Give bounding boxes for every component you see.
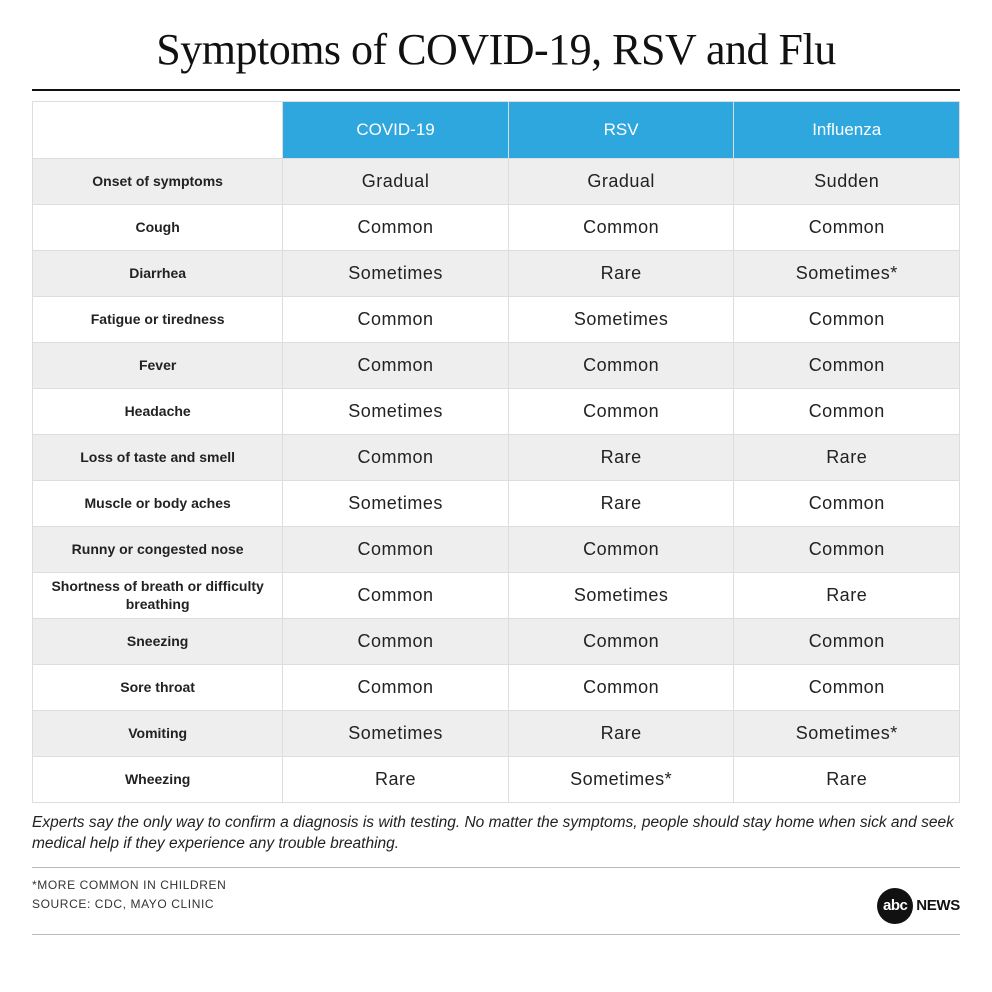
symptom-value: Sometimes xyxy=(283,711,509,757)
symptom-value: Common xyxy=(508,205,734,251)
symptom-label: Muscle or body aches xyxy=(33,481,283,527)
symptom-value: Common xyxy=(283,435,509,481)
logo-text: NEWS xyxy=(916,897,960,914)
table-header-row: COVID-19 RSV Influenza xyxy=(33,102,960,159)
symptom-value: Common xyxy=(734,343,960,389)
symptom-value: Rare xyxy=(734,573,960,619)
symptom-value: Common xyxy=(283,665,509,711)
symptoms-table: COVID-19 RSV Influenza Onset of symptoms… xyxy=(32,101,960,803)
symptom-value: Common xyxy=(508,619,734,665)
symptom-label: Runny or congested nose xyxy=(33,527,283,573)
symptom-value: Common xyxy=(508,343,734,389)
symptom-value: Sometimes xyxy=(508,573,734,619)
table-row: Shortness of breath or difficulty breath… xyxy=(33,573,960,619)
symptom-value: Sometimes xyxy=(283,251,509,297)
symptom-label: Cough xyxy=(33,205,283,251)
symptom-value: Common xyxy=(283,343,509,389)
symptom-value: Rare xyxy=(508,711,734,757)
table-row: Fatigue or tirednessCommonSometimesCommo… xyxy=(33,297,960,343)
symptom-value: Sometimes xyxy=(283,481,509,527)
symptom-value: Common xyxy=(734,389,960,435)
symptom-label: Fever xyxy=(33,343,283,389)
symptom-value: Common xyxy=(734,205,960,251)
table-row: Onset of symptomsGradualGradualSudden xyxy=(33,159,960,205)
table-row: WheezingRareSometimes*Rare xyxy=(33,757,960,803)
symptom-value: Common xyxy=(508,389,734,435)
symptom-value: Common xyxy=(283,205,509,251)
header-blank xyxy=(33,102,283,159)
symptom-label: Sore throat xyxy=(33,665,283,711)
symptom-label: Diarrhea xyxy=(33,251,283,297)
symptom-value: Common xyxy=(283,619,509,665)
symptom-value: Rare xyxy=(508,435,734,481)
abc-news-logo: abc NEWS xyxy=(877,876,960,924)
advisory-note: Experts say the only way to confirm a di… xyxy=(32,813,960,868)
symptom-value: Sudden xyxy=(734,159,960,205)
logo-circle: abc xyxy=(877,888,913,924)
symptom-value: Gradual xyxy=(283,159,509,205)
asterisk-note: *MORE COMMON IN CHILDREN xyxy=(32,876,226,895)
symptom-value: Sometimes* xyxy=(734,251,960,297)
symptom-value: Common xyxy=(734,619,960,665)
symptom-value: Rare xyxy=(508,251,734,297)
symptom-value: Common xyxy=(283,573,509,619)
symptom-value: Common xyxy=(283,297,509,343)
footer-left: *MORE COMMON IN CHILDREN SOURCE: CDC, MA… xyxy=(32,876,226,914)
table-row: FeverCommonCommonCommon xyxy=(33,343,960,389)
table-row: VomitingSometimesRareSometimes* xyxy=(33,711,960,757)
symptom-label: Sneezing xyxy=(33,619,283,665)
symptom-value: Common xyxy=(283,527,509,573)
header-flu: Influenza xyxy=(734,102,960,159)
symptom-value: Rare xyxy=(508,481,734,527)
source-line: SOURCE: CDC, MAYO CLINIC xyxy=(32,895,226,914)
symptom-label: Wheezing xyxy=(33,757,283,803)
symptom-value: Rare xyxy=(734,757,960,803)
symptom-value: Common xyxy=(508,527,734,573)
table-row: HeadacheSometimesCommonCommon xyxy=(33,389,960,435)
footer: *MORE COMMON IN CHILDREN SOURCE: CDC, MA… xyxy=(32,876,960,935)
table-row: SneezingCommonCommonCommon xyxy=(33,619,960,665)
symptom-value: Common xyxy=(734,665,960,711)
table-row: CoughCommonCommonCommon xyxy=(33,205,960,251)
symptom-value: Common xyxy=(734,297,960,343)
symptom-label: Shortness of breath or difficulty breath… xyxy=(33,573,283,619)
table-row: DiarrheaSometimesRareSometimes* xyxy=(33,251,960,297)
symptom-label: Onset of symptoms xyxy=(33,159,283,205)
table-row: Loss of taste and smellCommonRareRare xyxy=(33,435,960,481)
symptom-label: Loss of taste and smell xyxy=(33,435,283,481)
symptom-value: Gradual xyxy=(508,159,734,205)
header-rsv: RSV xyxy=(508,102,734,159)
symptom-value: Sometimes* xyxy=(734,711,960,757)
symptom-value: Common xyxy=(734,527,960,573)
symptom-value: Common xyxy=(508,665,734,711)
symptom-value: Common xyxy=(734,481,960,527)
page-title: Symptoms of COVID-19, RSV and Flu xyxy=(32,24,960,91)
symptom-value: Sometimes xyxy=(283,389,509,435)
header-covid: COVID-19 xyxy=(283,102,509,159)
symptom-label: Fatigue or tiredness xyxy=(33,297,283,343)
symptom-label: Vomiting xyxy=(33,711,283,757)
table-row: Sore throatCommonCommonCommon xyxy=(33,665,960,711)
symptom-value: Rare xyxy=(734,435,960,481)
symptom-value: Sometimes* xyxy=(508,757,734,803)
symptom-value: Sometimes xyxy=(508,297,734,343)
table-row: Muscle or body achesSometimesRareCommon xyxy=(33,481,960,527)
symptom-value: Rare xyxy=(283,757,509,803)
symptom-label: Headache xyxy=(33,389,283,435)
table-row: Runny or congested noseCommonCommonCommo… xyxy=(33,527,960,573)
